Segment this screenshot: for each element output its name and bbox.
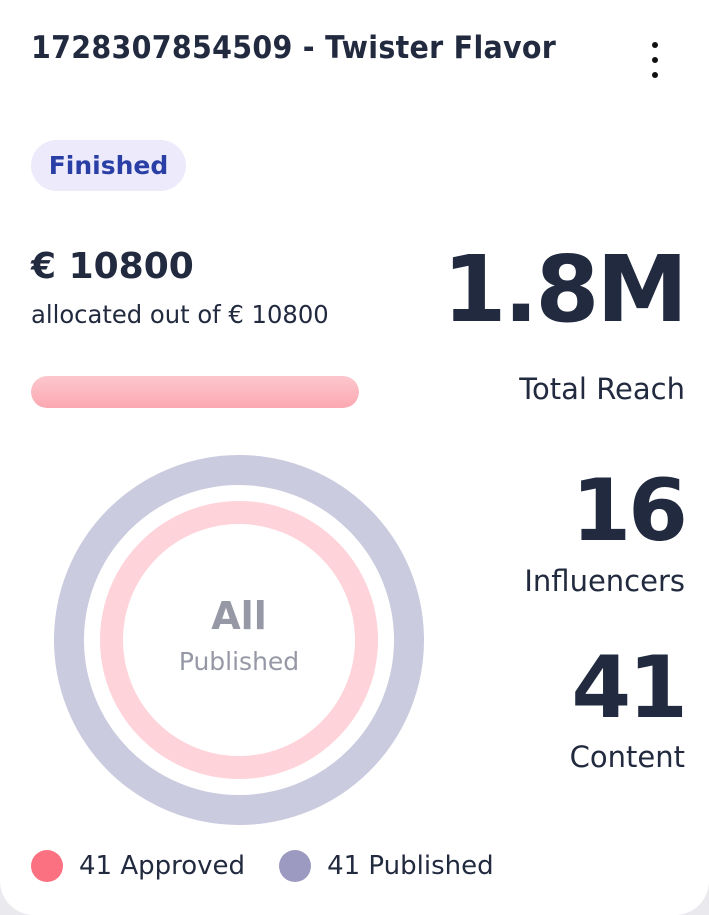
donut-center-main: All xyxy=(211,593,267,638)
content-status-donut xyxy=(54,455,424,825)
status-badge: Finished xyxy=(31,140,186,191)
legend-label: 41 Approved xyxy=(79,851,246,881)
donut-legend: 41 Approved 41 Published xyxy=(31,850,528,882)
donut-center-label: All Published xyxy=(54,455,424,825)
budget-progress-bar xyxy=(31,376,359,408)
influencers-label: Influencers xyxy=(524,564,685,598)
influencers-value: 16 xyxy=(571,461,688,561)
budget-progress-fill xyxy=(31,376,359,408)
campaign-title[interactable]: 1728307854509 - Twister Flavor xyxy=(31,30,557,66)
kebab-dot xyxy=(652,57,658,63)
content-label: Content xyxy=(569,740,685,774)
kebab-dot xyxy=(652,72,658,78)
published-dot-icon xyxy=(279,850,312,882)
total-reach-label: Total Reach xyxy=(519,372,685,406)
legend-item-published: 41 Published xyxy=(279,850,494,882)
total-reach-value: 1.8M xyxy=(442,236,688,343)
budget-allocated: € 10800 xyxy=(31,246,194,287)
kebab-menu-icon[interactable] xyxy=(640,38,670,82)
approved-dot-icon xyxy=(31,850,63,882)
approved-ring xyxy=(100,501,378,779)
budget-subtitle: allocated out of € 10800 xyxy=(31,300,329,329)
legend-label: 41 Published xyxy=(327,851,494,881)
content-value: 41 xyxy=(571,638,688,738)
kebab-dot xyxy=(652,42,658,48)
donut-center-sub: Published xyxy=(178,646,300,676)
legend-item-approved: 41 Approved xyxy=(31,850,245,882)
published-ring xyxy=(54,455,424,825)
